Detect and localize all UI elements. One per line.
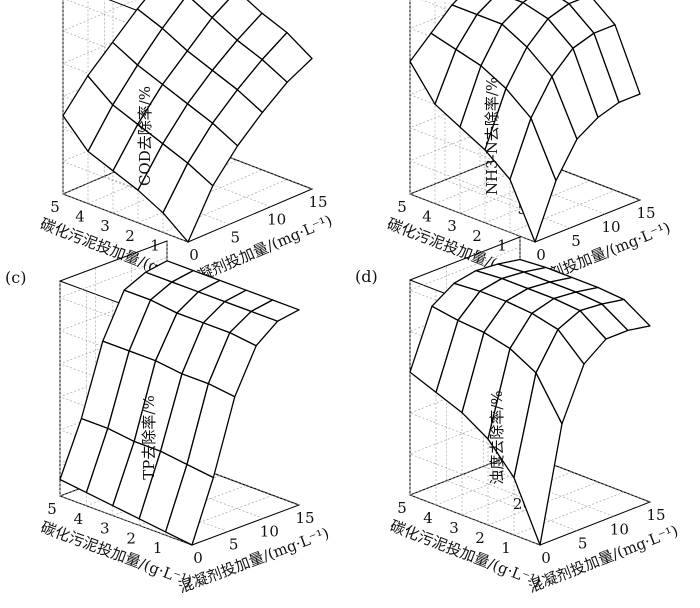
y-tick-label: 4 <box>423 509 433 527</box>
z-gridline <box>59 257 193 347</box>
surface-cell <box>514 0 528 4</box>
x-tick-label: 15 <box>308 193 327 211</box>
surface-cell <box>191 0 230 19</box>
y-tick-label: 5 <box>50 198 60 216</box>
x-tick-label: 5 <box>571 232 581 250</box>
y-floor-gridline <box>137 169 263 224</box>
z-axis-label: 浊度去除率/% <box>488 390 506 484</box>
x-tick-label: 5 <box>231 228 241 246</box>
y-floor-gridline <box>509 190 616 233</box>
x-floor-gridline <box>446 480 577 531</box>
y-tick-label: 5 <box>397 499 407 517</box>
y-tick-label: 3 <box>447 217 457 235</box>
x-tick-label: 15 <box>636 204 655 222</box>
y-tick-label: 4 <box>74 510 84 528</box>
x-tick-label: 10 <box>610 520 629 538</box>
y-tick-label: 2 <box>126 529 136 547</box>
panel-label: (d) <box>355 267 378 286</box>
y-floor-gridline <box>434 161 541 204</box>
z-axis-label: COD去除率/% <box>136 86 154 186</box>
y-tick-label: 2 <box>125 227 135 245</box>
surface-cell <box>601 298 651 332</box>
x-tick-label: 0 <box>193 549 203 567</box>
y-floor-gridline <box>459 170 566 214</box>
y-tick-label: 1 <box>153 539 163 557</box>
chart-panel-b: 5101520253005101512345(b)NH3-N去除率/%碳化污泥投… <box>385 0 673 294</box>
chart-panel-a: 10203040506005101512345(a)COD去除率/%碳化污泥投加… <box>38 0 335 290</box>
y-tick-label: 1 <box>497 236 507 254</box>
y-floor-gridline <box>162 179 288 233</box>
y-tick-label: 3 <box>100 520 110 538</box>
surface-cell <box>250 299 300 322</box>
x-floor-gridline <box>409 494 541 546</box>
panel-label: (c) <box>5 268 26 287</box>
x-floor-gridline <box>59 495 193 546</box>
y-tick-label: 4 <box>75 208 85 226</box>
y-tick-label: 1 <box>501 539 511 557</box>
y-tick-label: 5 <box>47 500 57 518</box>
surface-cell <box>593 24 641 104</box>
chart-panel-d: 2040608010005101512345(d)浊度去除率/%碳化污泥投加量/… <box>355 236 681 596</box>
y-tick-label: 2 <box>472 227 482 245</box>
x-tick-label: 15 <box>295 509 314 527</box>
x-tick-label: 15 <box>646 506 665 524</box>
surface-cell <box>261 31 313 83</box>
x-tick-label: 10 <box>260 522 279 540</box>
y-tick-label: 3 <box>449 519 459 537</box>
x-tick-label: 5 <box>229 536 239 554</box>
x-tick-label: 10 <box>601 218 620 236</box>
x-tick-label: 0 <box>536 246 546 264</box>
x-tick-label: 10 <box>267 211 286 229</box>
y-tick-label: 2 <box>475 529 485 547</box>
x-tick-label: 5 <box>578 535 588 553</box>
z-axis-label: NH3-N去除率/% <box>483 77 501 195</box>
y-tick-label: 3 <box>100 217 110 235</box>
y-axis-label: 碳化污泥投加量/(g·L⁻¹) <box>387 517 543 591</box>
y-tick-label: 5 <box>397 198 407 216</box>
x-tick-label: 0 <box>189 246 199 264</box>
z-axis-label: TP去除率/% <box>140 395 158 479</box>
x-tick-label: 0 <box>541 549 551 567</box>
y-floor-gridline <box>165 494 273 536</box>
y-tick-label: 4 <box>422 208 432 226</box>
chart-panel-c: 10203040506005101512345(c)TP去除率/%碳化污泥投加量… <box>5 240 331 597</box>
y-floor-gridline <box>409 151 516 195</box>
